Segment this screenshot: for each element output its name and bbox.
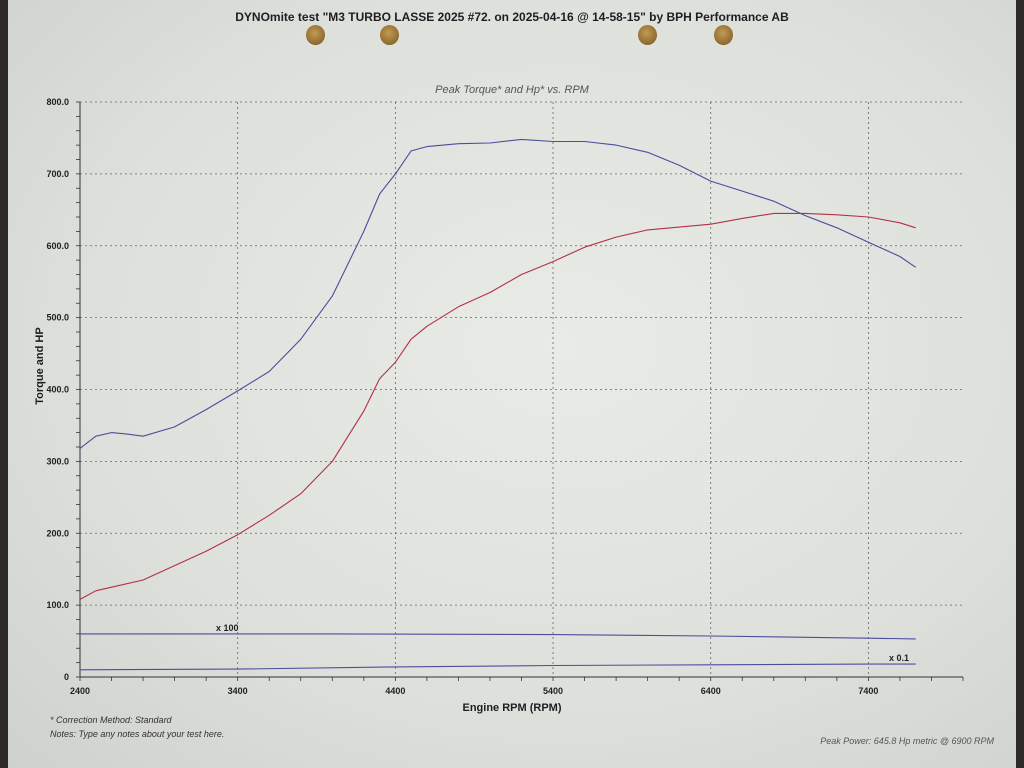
y-tick-label: 400.0 <box>46 385 69 395</box>
y-tick-label: 200.0 <box>46 528 69 538</box>
x-tick-label: 5400 <box>543 686 563 696</box>
series-line-torque <box>79 138 917 449</box>
x-tick-label: 3400 <box>228 686 248 696</box>
x-tick-label: 6400 <box>701 686 721 696</box>
y-tick-label: 500.0 <box>46 313 69 323</box>
y-tick-label: 0 <box>64 672 69 682</box>
y-tick-label: 600.0 <box>46 241 69 251</box>
annotation-x0-1: x 0.1 <box>889 653 909 663</box>
dyno-sheet <box>8 0 1016 768</box>
series-line-aux_x100 <box>80 633 916 640</box>
notes-text: Notes: Type any notes about your test he… <box>50 729 225 739</box>
x-tick-label: 7400 <box>858 686 878 696</box>
y-tick-label: 800.0 <box>46 97 69 107</box>
punch-hole <box>380 25 399 45</box>
x-tick-label: 2400 <box>70 686 90 696</box>
peak-power-text: Peak Power: 645.8 Hp metric @ 6900 RPM <box>820 736 994 746</box>
correction-method-note: * Correction Method: Standard <box>50 715 172 725</box>
series-line-aux_x0_1 <box>79 663 916 671</box>
punch-hole <box>714 25 733 45</box>
x-axis-label: Engine RPM (RPM) <box>462 702 562 714</box>
x-tick-label: 4400 <box>385 686 405 696</box>
y-tick-label: 700.0 <box>46 169 69 179</box>
punch-hole <box>306 25 325 45</box>
chart-title: Peak Torque* and Hp* vs. RPM <box>435 84 589 96</box>
punch-hole <box>638 25 657 45</box>
document-title: DYNOmite test "M3 TURBO LASSE 2025 #72. … <box>235 10 789 24</box>
annotation-x100: x 100 <box>216 623 239 633</box>
series-line-hp <box>79 212 916 600</box>
y-tick-label: 100.0 <box>46 600 69 610</box>
y-tick-label: 300.0 <box>46 456 69 466</box>
